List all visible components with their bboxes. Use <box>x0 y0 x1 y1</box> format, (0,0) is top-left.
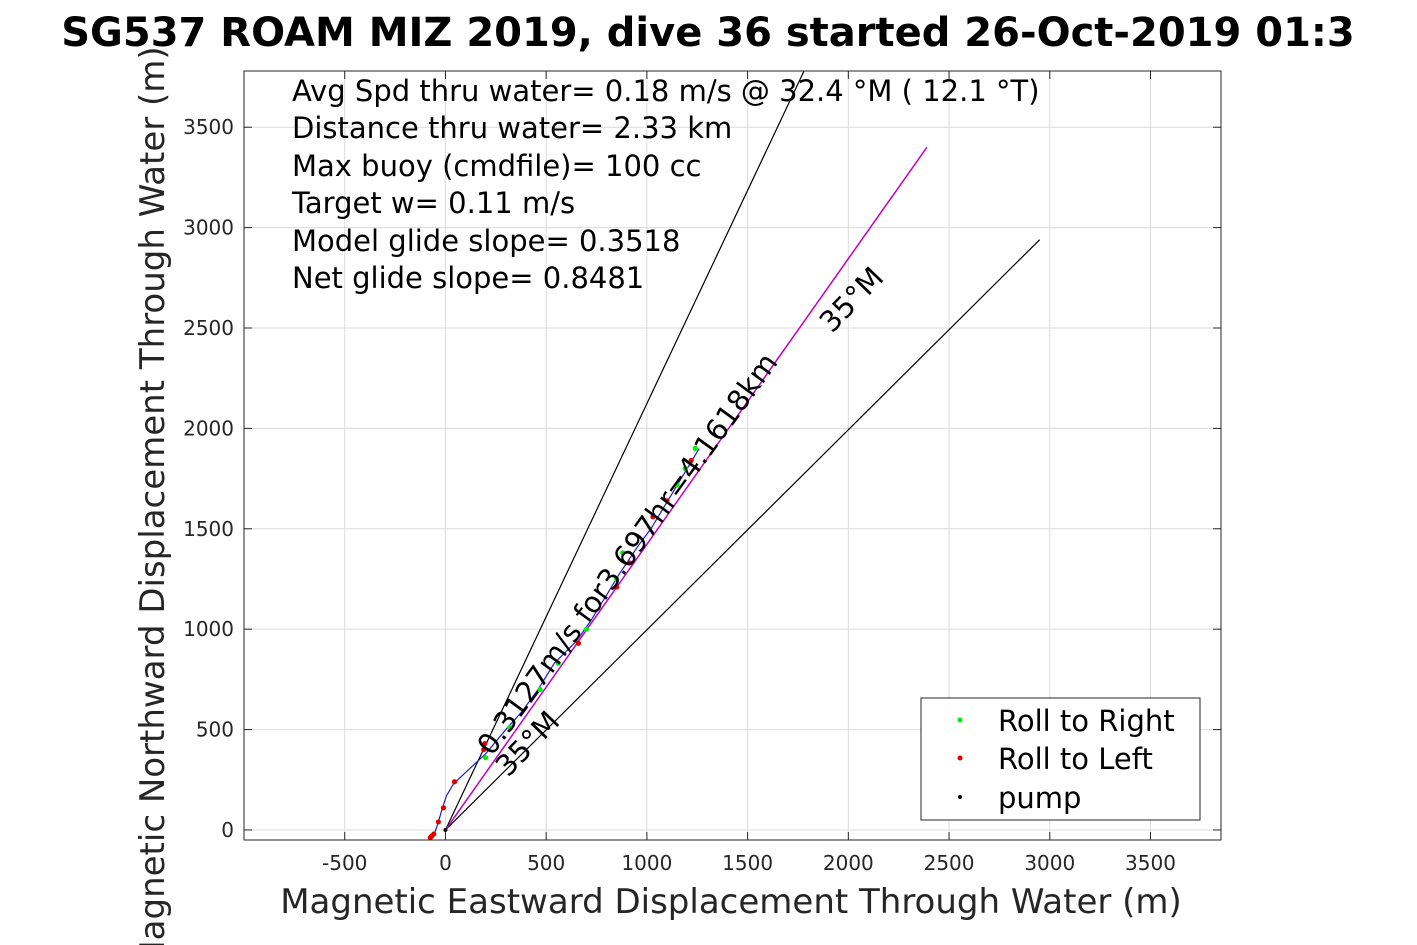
point-roll-to-left <box>688 457 694 464</box>
point-roll-to-right <box>614 576 620 582</box>
roll-points <box>427 445 698 840</box>
x-tick-label: -500 <box>322 851 367 875</box>
point-roll-to-right <box>507 724 513 731</box>
annotation-avg-speed: Avg Spd thru water= 0.18 m/s @ 32.4 °M (… <box>292 74 1040 108</box>
legend-roll-right-label: Roll to Right <box>998 704 1175 738</box>
annotation-distance: Distance thru water= 2.33 km <box>292 111 732 145</box>
y-axis-label: Magnetic Northward Displacement Through … <box>133 46 173 945</box>
legend-box <box>920 697 1201 821</box>
y-tick-label: 1500 <box>183 517 234 541</box>
point-roll-to-right <box>583 626 590 632</box>
chart-title: SG537 ROAM MIZ 2019, dive 36 started 26-… <box>61 10 1355 56</box>
x-tick-label: 2000 <box>823 851 874 875</box>
y-tick-label: 0 <box>221 818 234 842</box>
legend-roll-left-marker <box>957 755 963 761</box>
legend-roll-left-label: Roll to Left <box>998 742 1153 776</box>
point-roll-to-right <box>555 660 561 666</box>
point-roll-to-left <box>482 741 488 747</box>
point-roll-to-left <box>650 514 656 520</box>
point-roll-to-left <box>435 819 441 825</box>
annotations: Avg Spd thru water= 0.18 m/s @ 32.4 °M (… <box>291 74 1040 295</box>
y-tick-label: 1000 <box>183 617 234 641</box>
point-roll-to-right <box>620 550 626 556</box>
annotation-max-buoy: Max buoy (cmdfile)= 100 cc <box>292 149 701 183</box>
x-tick-label: 0 <box>439 851 452 875</box>
x-tick-label: 500 <box>527 851 565 875</box>
point-roll-to-right <box>674 482 680 488</box>
legend: Roll to Right Roll to Left pump <box>920 697 1201 821</box>
tick-labels: -500 0 500 1000 1500 2000 2500 3000 3500 0 500 1000… <box>183 115 1176 875</box>
track-line <box>444 146 928 831</box>
y-tick-label: 2500 <box>183 316 234 340</box>
cone-line-upper <box>444 71 805 831</box>
cone-lines <box>444 71 1041 831</box>
y-tick-label: 2000 <box>183 416 234 440</box>
legend-pump-label: pump <box>998 781 1081 815</box>
point-roll-to-left <box>627 560 633 566</box>
x-tick-label: 3500 <box>1125 851 1176 875</box>
x-tick-label: 1500 <box>722 851 773 875</box>
x-axis-label: Magnetic Eastward Displacement Through W… <box>280 882 1182 922</box>
point-roll-to-left <box>451 779 458 785</box>
point-pump <box>443 827 448 832</box>
dive-path <box>431 448 700 838</box>
annotation-model-glide: Model glide slope= 0.3518 <box>292 224 680 258</box>
point-roll-to-right <box>692 445 698 452</box>
legend-roll-right-marker <box>957 717 963 723</box>
y-tick-label: 3000 <box>183 216 234 240</box>
legend-pump-marker <box>958 795 962 799</box>
point-roll-to-left <box>614 584 620 590</box>
cone-line-lower <box>445 239 1041 831</box>
x-tick-label: 1000 <box>621 851 672 875</box>
y-tick-label: 500 <box>196 718 234 742</box>
point-roll-to-right <box>682 465 688 472</box>
x-tick-label: 3000 <box>1024 851 1075 875</box>
annotation-target-w: Target w= 0.11 m/s <box>291 186 575 220</box>
axis-ticks <box>244 71 1221 840</box>
track-line-segment <box>444 146 928 831</box>
point-roll-to-left <box>575 640 581 646</box>
x-tick-label: 2500 <box>924 851 975 875</box>
y-tick-label: 3500 <box>183 115 234 139</box>
point-roll-to-left <box>431 831 437 837</box>
point-roll-to-right <box>483 755 489 761</box>
plot-frame <box>243 70 1222 841</box>
point-roll-to-left <box>440 805 447 811</box>
dive-path-line <box>431 448 700 838</box>
point-roll-to-right <box>537 686 543 693</box>
point-roll-to-left <box>481 747 487 753</box>
annotation-net-glide: Net glide slope= 0.8481 <box>292 261 644 295</box>
point-roll-to-left <box>664 498 670 504</box>
